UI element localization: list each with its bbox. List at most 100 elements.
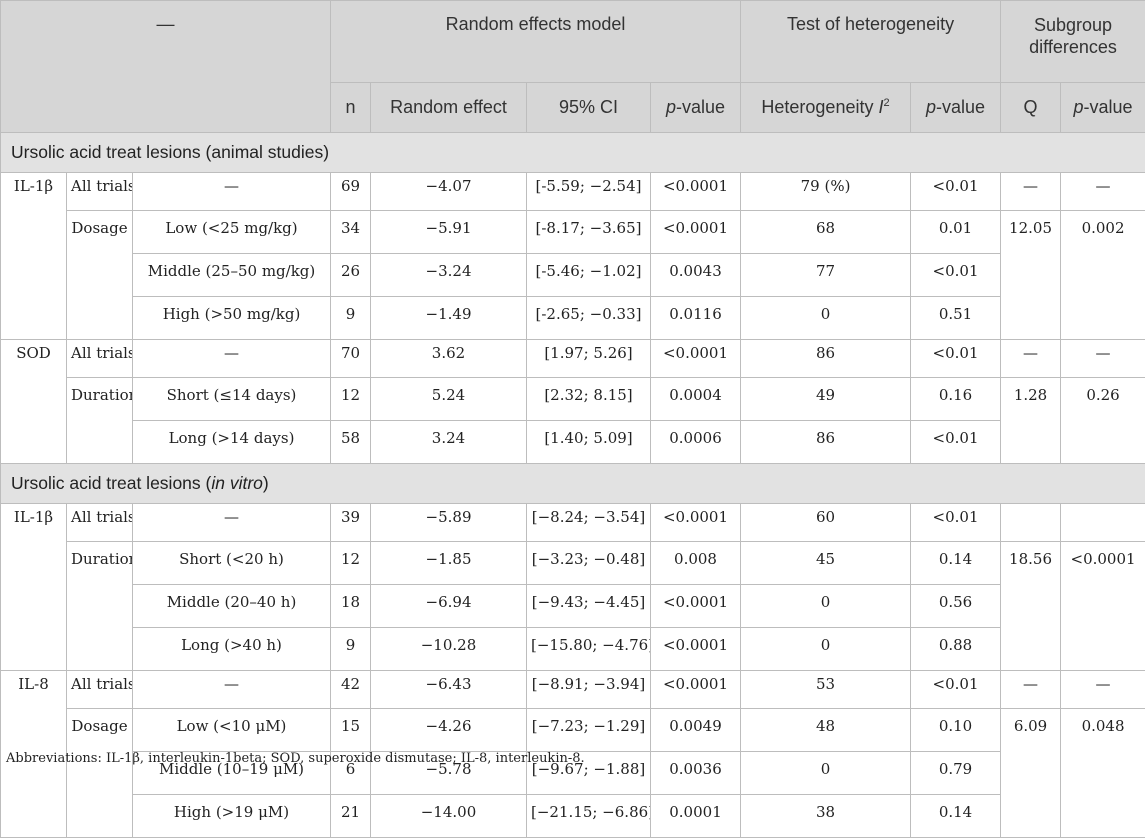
ci-cell: [-5.59; −2.54] (527, 173, 651, 211)
het-p-value-cell: 0.88 (911, 628, 1001, 671)
n-cell: 34 (331, 211, 371, 254)
p-value-cell: <0.0001 (651, 585, 741, 628)
ci-cell: [-5.46; −1.02] (527, 254, 651, 297)
q-cell-empty (1001, 504, 1061, 542)
het-p-value-cell: <0.01 (911, 671, 1001, 709)
header-heterogeneity-p-value: p-value (911, 83, 1001, 133)
q-cell: 1.28 (1001, 378, 1061, 464)
subgroup-cell: Short (<20 h) (133, 542, 331, 585)
ci-cell: [−15.80; −4.76] (527, 628, 651, 671)
table-row: Middle (20–40 h) 18 −6.94 [−9.43; −4.45]… (1, 585, 1145, 628)
n-cell: 9 (331, 628, 371, 671)
q-cell: 12.05 (1001, 211, 1061, 340)
group-cell: Duration (67, 542, 133, 671)
ci-cell: [−8.91; −3.94] (527, 671, 651, 709)
header-95-ci: 95% CI (527, 83, 651, 133)
p-value-cell: <0.0001 (651, 173, 741, 211)
table-row: Long (>14 days) 58 3.24 [1.40; 5.09] 0.0… (1, 421, 1145, 464)
n-cell: 42 (331, 671, 371, 709)
subgroup-p-value-cell: — (1061, 671, 1145, 709)
ci-cell: [-8.17; −3.65] (527, 211, 651, 254)
header-subgroup-p-value: p-value (1061, 83, 1145, 133)
effect-cell: −4.26 (371, 709, 527, 752)
het-p-value-cell: <0.01 (911, 254, 1001, 297)
ci-cell: [−21.15; −6.86] (527, 795, 651, 838)
table-row: IL-1β All trials — 69 −4.07 [-5.59; −2.5… (1, 173, 1145, 211)
het-p-value-cell: 0.56 (911, 585, 1001, 628)
heterogeneity-cell: 0 (741, 297, 911, 340)
subgroup-p-value-cell: 0.048 (1061, 709, 1145, 838)
subgroup-p-value-cell: <0.0001 (1061, 542, 1145, 671)
effect-cell: −3.24 (371, 254, 527, 297)
p-value-cell: <0.0001 (651, 340, 741, 378)
section-animal-studies: Ursolic acid treat lesions (animal studi… (1, 133, 1145, 173)
p-value-cell: 0.0006 (651, 421, 741, 464)
table-row: Long (>40 h) 9 −10.28 [−15.80; −4.76] <0… (1, 628, 1145, 671)
p-value-cell: 0.0004 (651, 378, 741, 421)
heterogeneity-cell: 49 (741, 378, 911, 421)
p-value-cell: 0.0049 (651, 709, 741, 752)
subgroup-p-value-cell: 0.002 (1061, 211, 1145, 340)
het-p-value-cell: 0.10 (911, 709, 1001, 752)
effect-cell: 5.24 (371, 378, 527, 421)
header-dash: — (1, 1, 331, 133)
effect-cell: −4.07 (371, 173, 527, 211)
effect-cell: −10.28 (371, 628, 527, 671)
footnote: Abbreviations: IL-1β, interleukin-1beta;… (6, 751, 585, 766)
n-cell: 12 (331, 542, 371, 585)
het-p-value-cell: 0.16 (911, 378, 1001, 421)
het-p-value-cell: 0.79 (911, 752, 1001, 795)
group-cell: All trials (67, 340, 133, 378)
table-row: IL-8 All trials — 42 −6.43 [−8.91; −3.94… (1, 671, 1145, 709)
table-row: Duration Short (<20 h) 12 −1.85 [−3.23; … (1, 542, 1145, 585)
p-value-cell: <0.0001 (651, 504, 741, 542)
ci-cell: [−8.24; −3.54] (527, 504, 651, 542)
heterogeneity-cell: 86 (741, 421, 911, 464)
n-cell: 69 (331, 173, 371, 211)
heterogeneity-cell: 79 (%) (741, 173, 911, 211)
subgroup-p-value-cell-empty (1061, 504, 1145, 542)
subgroup-cell: Middle (20–40 h) (133, 585, 331, 628)
effect-cell: 3.62 (371, 340, 527, 378)
group-cell: Dosage (67, 709, 133, 838)
table-row: High (>19 μM) 21 −14.00 [−21.15; −6.86] … (1, 795, 1145, 838)
n-cell: 21 (331, 795, 371, 838)
subgroup-cell: — (133, 340, 331, 378)
table-row: Dosage Low (<10 μM) 15 −4.26 [−7.23; −1.… (1, 709, 1145, 752)
subgroup-cell: Low (<25 mg/kg) (133, 211, 331, 254)
section-in-vitro: Ursolic acid treat lesions (in vitro) (1, 464, 1145, 504)
ci-cell: [1.97; 5.26] (527, 340, 651, 378)
heterogeneity-cell: 45 (741, 542, 911, 585)
het-p-value-cell: 0.14 (911, 795, 1001, 838)
group-cell: All trials (67, 173, 133, 211)
subgroup-cell: — (133, 173, 331, 211)
table-row: Middle (25–50 mg/kg) 26 −3.24 [-5.46; −1… (1, 254, 1145, 297)
group-cell: Duration (67, 378, 133, 464)
het-p-value-cell: 0.51 (911, 297, 1001, 340)
heterogeneity-cell: 60 (741, 504, 911, 542)
effect-cell: 3.24 (371, 421, 527, 464)
effect-cell: −1.85 (371, 542, 527, 585)
q-cell: — (1001, 671, 1061, 709)
group-cell: All trials (67, 504, 133, 542)
subgroup-cell: Long (>40 h) (133, 628, 331, 671)
heterogeneity-cell: 0 (741, 585, 911, 628)
n-cell: 12 (331, 378, 371, 421)
het-p-value-cell: 0.14 (911, 542, 1001, 585)
group-cell: Dosage (67, 211, 133, 340)
heterogeneity-cell: 53 (741, 671, 911, 709)
marker-cell: SOD (1, 340, 67, 464)
p-value-cell: <0.0001 (651, 628, 741, 671)
effect-cell: −5.89 (371, 504, 527, 542)
subgroup-p-value-cell: 0.26 (1061, 378, 1145, 464)
n-cell: 58 (331, 421, 371, 464)
effect-cell: −6.43 (371, 671, 527, 709)
p-value-cell: <0.0001 (651, 211, 741, 254)
subgroup-cell: — (133, 671, 331, 709)
ci-cell: [−7.23; −1.29] (527, 709, 651, 752)
p-value-cell: 0.0001 (651, 795, 741, 838)
ci-cell: [−3.23; −0.48] (527, 542, 651, 585)
subgroup-cell: High (>50 mg/kg) (133, 297, 331, 340)
header-subgroup-differences: Subgroup differences (1001, 1, 1145, 83)
